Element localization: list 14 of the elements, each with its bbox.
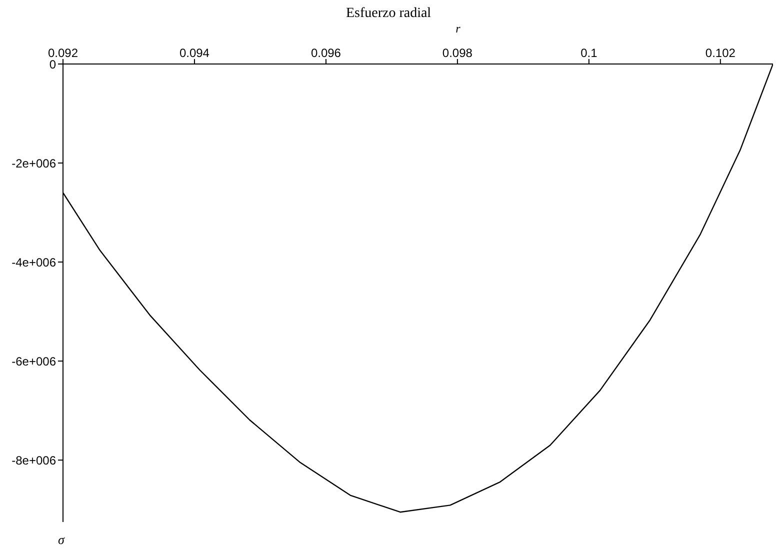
y-tick-label: -2e+006 xyxy=(12,156,56,170)
x-tick-label: 0.098 xyxy=(442,46,473,60)
y-tick-label: -4e+006 xyxy=(12,255,56,270)
x-tick-label: 0.096 xyxy=(310,46,342,60)
y-tick-label: -8e+006 xyxy=(12,453,56,468)
x-tick-label: 0.102 xyxy=(705,46,736,60)
y-axis-title: σ xyxy=(58,532,64,548)
x-tick-label: 0.1 xyxy=(580,46,598,60)
y-tick-label: 0 xyxy=(49,57,56,72)
x-axis-title: r xyxy=(456,22,461,36)
y-tick-label: -6e+006 xyxy=(12,354,56,368)
x-tick-label: 0.092 xyxy=(48,46,78,60)
x-tick-label: 0.094 xyxy=(179,46,210,60)
chart-title: Esfuerzo radial xyxy=(344,6,432,22)
